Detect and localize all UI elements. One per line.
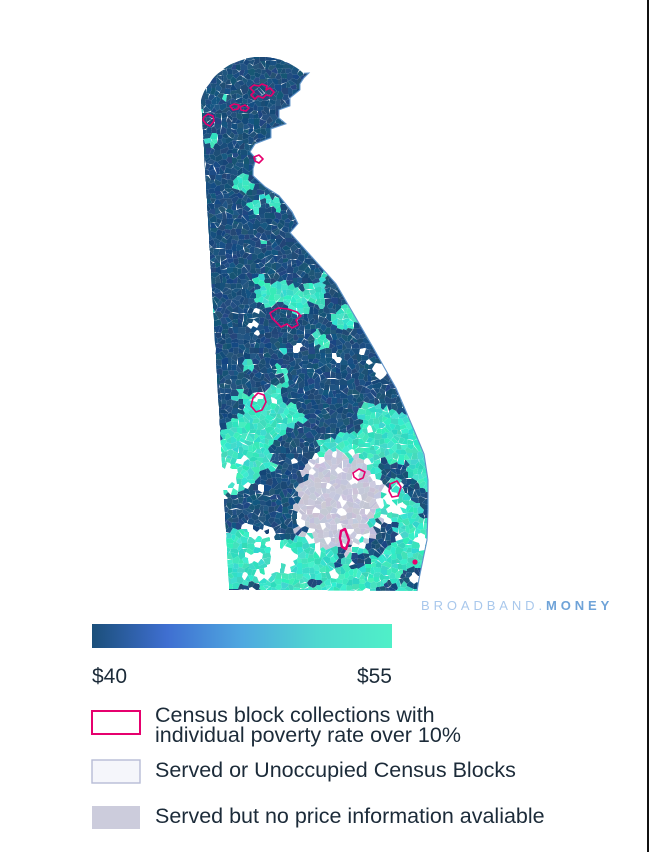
svg-text:Served but no price informatio: Served but no price information avaliabl… [155, 804, 545, 828]
svg-text:Served or Unoccupied Census Bl: Served or Unoccupied Census Blocks [155, 758, 516, 782]
svg-text:$55: $55 [357, 665, 392, 688]
svg-text:individual poverty rate over 1: individual poverty rate over 10% [155, 723, 461, 747]
svg-text:$40: $40 [92, 665, 127, 688]
svg-text:BROADBAND.MONEY: BROADBAND.MONEY [421, 598, 613, 613]
